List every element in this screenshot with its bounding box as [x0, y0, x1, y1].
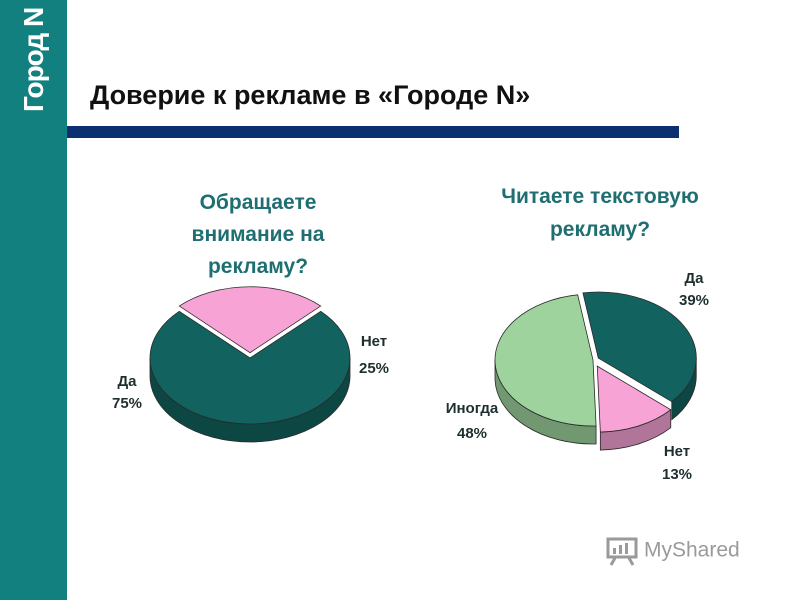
slice-да	[149, 310, 351, 425]
chart2-label-yes-name: Да	[684, 270, 704, 287]
slice-да	[582, 291, 697, 403]
chart1-title-line3: рекламу?	[208, 255, 308, 278]
watermark-text: MyShared	[644, 538, 740, 562]
chart1-title-line1: Обращаете	[200, 191, 317, 214]
title-underline	[67, 126, 679, 138]
chart2-title-line1: Читаете текстовую	[501, 185, 699, 208]
slice-нет	[596, 365, 672, 433]
chart1-label-yes-pct: 75%	[112, 395, 142, 412]
chart2-label-no-pct: 13%	[662, 466, 692, 483]
slice-нет	[178, 286, 322, 354]
chart2-label-yes-pct: 39%	[679, 292, 709, 309]
sidebar	[0, 0, 67, 600]
chart2-label-sometimes-name: Иногда	[446, 400, 499, 417]
presentation-icon	[606, 537, 638, 566]
pie-chart-attention	[149, 286, 351, 443]
chart2-label-sometimes-pct: 48%	[457, 425, 487, 442]
chart1-label-no-pct: 25%	[359, 360, 389, 377]
slice-иногда	[494, 294, 597, 427]
chart2-title-line2: рекламу?	[550, 218, 650, 241]
slide-title: Доверие к рекламе в «Городе N»	[90, 80, 531, 110]
pie-chart-text-ads	[494, 291, 697, 451]
chart1-label-yes-name: Да	[117, 373, 137, 390]
watermark: MyShared	[606, 536, 740, 566]
chart1-title-line2: внимание на	[192, 223, 325, 246]
chart2-label-no-name: Нет	[664, 443, 690, 460]
chart1-label-no-name: Нет	[361, 333, 387, 350]
